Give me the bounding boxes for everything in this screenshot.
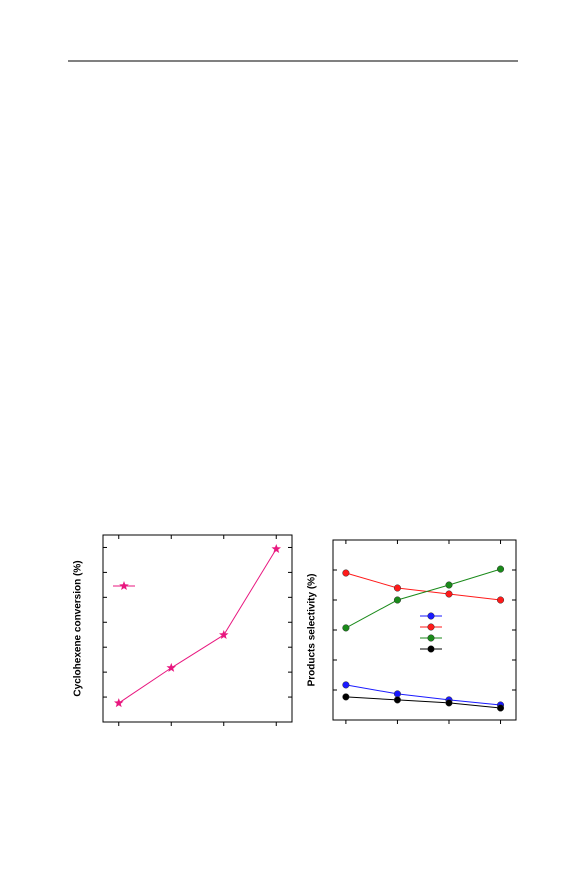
series-line [345,684,501,706]
data-point [496,704,505,712]
data-point [496,565,505,573]
data-point [393,584,401,592]
data-point [445,699,453,707]
plot-frame [102,534,293,723]
series-line [345,696,501,709]
data-point [445,590,453,598]
data-point [393,696,401,704]
data-point [342,624,350,632]
legend-marker [427,623,435,631]
data-point [342,569,350,577]
data-point [219,630,229,639]
data-point [342,693,350,701]
data-point [393,690,401,698]
data-point [445,581,453,589]
legend-marker [427,612,435,620]
data-point [114,698,124,708]
series-line [345,568,501,629]
y-axis-label: Cyclohexene conversion (%) [73,560,84,696]
data-point [166,662,176,672]
plot-frame [332,539,517,721]
data-point [496,596,505,604]
data-point [393,596,401,604]
data-point [271,544,281,553]
series-line [345,572,501,601]
legend-marker [119,581,129,590]
data-point [342,681,350,689]
legend-marker [427,634,435,642]
y-axis-label: Products selectivity (%) [307,574,318,687]
series-line [118,548,277,704]
legend-marker [427,645,435,653]
